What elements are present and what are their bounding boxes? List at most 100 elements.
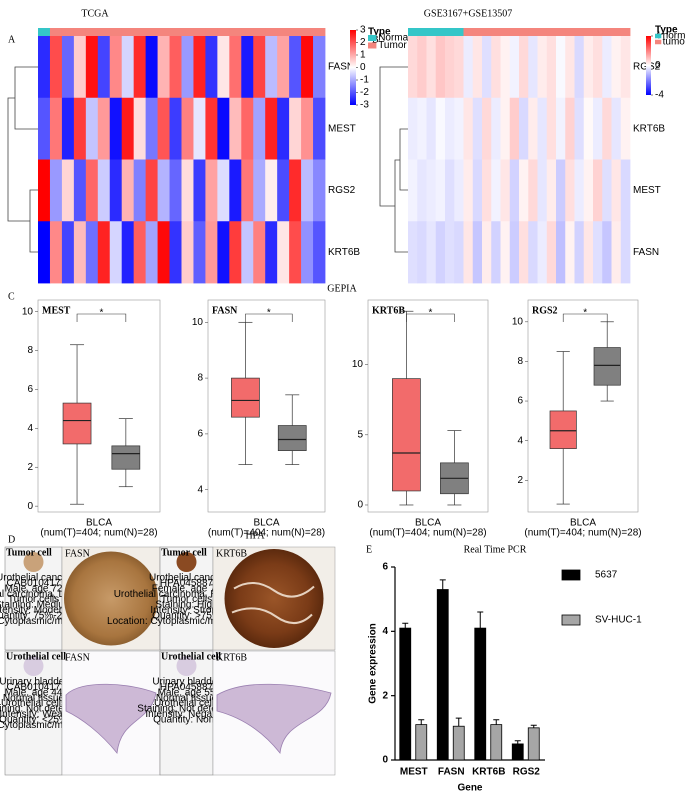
error-bar: [418, 719, 425, 725]
plot-frame: [37, 299, 161, 513]
type-cell: [519, 28, 529, 36]
heat-cell: [145, 159, 158, 222]
heat-cell: [97, 97, 111, 160]
info-line: Quantity: >75%: [152, 610, 221, 621]
plot-title: MEST: [42, 305, 71, 316]
heat-cell: [241, 221, 254, 284]
heat-cell: [169, 36, 182, 99]
colorbar-tick-label: 2: [360, 37, 366, 48]
heat-cell: [537, 159, 548, 222]
heat-cell: [109, 36, 123, 99]
plot-frame: [207, 299, 326, 513]
x-tick-label: MEST: [400, 767, 428, 778]
gene-label: KRT6B: [216, 548, 247, 559]
heat-cell: [593, 159, 603, 222]
heat-cell: [454, 97, 464, 160]
heat-cell: [482, 159, 492, 222]
row-label: RGS2: [328, 185, 356, 196]
info-line: Tumor cells: [161, 594, 212, 605]
y-tick-label: 0: [357, 500, 363, 511]
plot-title: KRT6B: [372, 305, 405, 316]
heat-cell: [109, 159, 123, 222]
heat-cell: [157, 221, 170, 284]
legend-swatch: [368, 35, 377, 41]
plot-title: RGS2: [532, 305, 558, 316]
x-axis-label: Gene: [457, 783, 482, 794]
legend-swatch: [655, 33, 662, 39]
heat-cell: [217, 97, 230, 160]
type-cell: [500, 28, 511, 36]
info-line: Intensity: Negative: [145, 709, 228, 720]
row-dendrogram: [379, 66, 408, 253]
info-line: Male, age 55: [158, 687, 216, 698]
legend-swatch: [368, 42, 377, 49]
heat-cell: [593, 221, 603, 284]
tissue-detail: [231, 582, 315, 624]
heat-cell: [301, 159, 314, 222]
heat-cell: [509, 36, 520, 99]
heat-cell: [38, 159, 51, 222]
info-line: Quantity: None: [153, 714, 220, 725]
y-tick-label: 0: [27, 501, 33, 512]
info-line: Male, age 44: [5, 687, 63, 698]
y-tick-label: 8: [27, 345, 33, 356]
gene-label: KRT6B: [216, 652, 247, 663]
heat-cell: [472, 97, 483, 160]
plot-frame: [367, 299, 489, 513]
heat-cell: [61, 97, 75, 160]
y-tick-label: 6: [197, 429, 203, 440]
tissue-image: [224, 549, 324, 648]
error-bar: [530, 724, 537, 728]
bar: [490, 724, 503, 761]
colorbar-tick-label: 0: [655, 60, 661, 71]
info-line: Intensity: Moderate: [0, 605, 76, 616]
significance-bracket: [406, 313, 455, 322]
heat-cell: [97, 221, 111, 284]
heat-cell: [61, 221, 75, 284]
heat-cell: [133, 36, 147, 99]
heat-cell: [574, 36, 585, 99]
type-cell: [157, 28, 170, 36]
heat-cell: [556, 159, 566, 222]
heat-cell: [145, 221, 158, 284]
heat-cell: [181, 97, 194, 160]
type-cell: [241, 28, 254, 36]
legend-title: Type: [655, 25, 678, 36]
heat-cell: [583, 36, 594, 99]
heat-cell: [583, 159, 594, 222]
type-cell: [574, 28, 585, 36]
heat-cell: [133, 221, 147, 284]
heat-cell: [205, 97, 218, 160]
heat-cell: [121, 97, 135, 160]
heat-cell: [417, 221, 427, 284]
type-cell: [611, 28, 622, 36]
legend-swatch: [561, 614, 581, 626]
heat-cell: [435, 36, 446, 99]
heat-cell: [445, 97, 455, 160]
significance-bracket: [245, 313, 293, 322]
heat-cell: [157, 36, 170, 99]
heat-cell: [565, 36, 575, 99]
thumbnail: [23, 656, 44, 676]
heat-cell: [593, 36, 603, 99]
type-cell: [181, 28, 194, 36]
info-line: Tumor cells: [8, 594, 59, 605]
info-line: Staining: Not detected: [137, 704, 235, 715]
heat-cell: [289, 36, 302, 99]
info-line: Staining: Medium: [0, 600, 72, 611]
info-line: HPA045887: [160, 578, 214, 589]
info-line: Quantity: 75%-25%: [0, 610, 77, 621]
type-cell: [583, 28, 594, 36]
heat-cell: [157, 159, 170, 222]
type-cell: [593, 28, 603, 36]
heat-cell: [509, 159, 520, 222]
info-line: CAB010417: [7, 682, 61, 693]
heat-cell: [229, 97, 242, 160]
heat-cell: [463, 221, 474, 284]
heat-cell: [229, 159, 242, 222]
heat-cell: [145, 36, 158, 99]
heat-cell: [145, 97, 158, 160]
type-cell: [289, 28, 302, 36]
heat-cell: [38, 221, 51, 284]
y-tick-label: 10: [512, 316, 524, 327]
